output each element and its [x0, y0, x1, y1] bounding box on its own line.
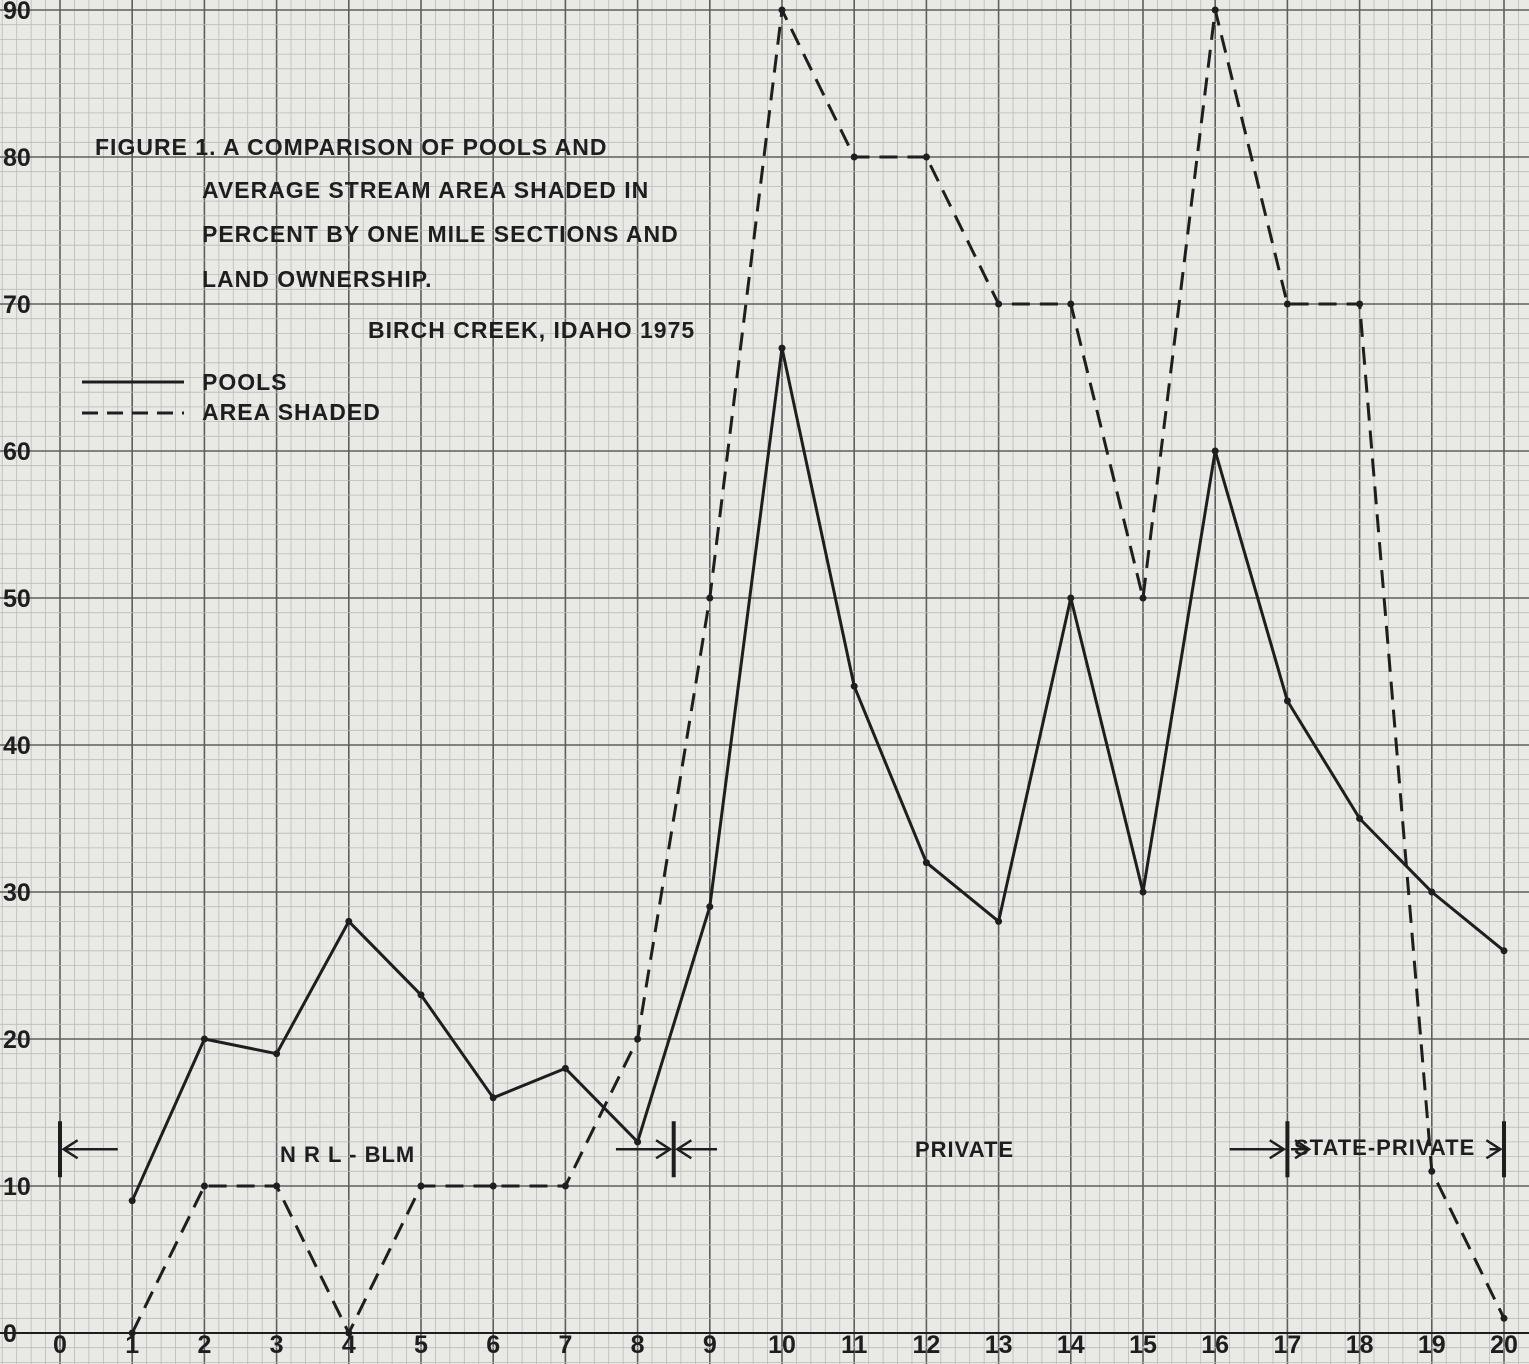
title-line-1: FIGURE 1. A COMPARISON OF POOLS AND — [95, 134, 608, 160]
x-tick-label: 20 — [1490, 1331, 1518, 1359]
x-tick-label: 11 — [841, 1331, 868, 1359]
zone-label-state-private: STATE-PRIVATE — [1294, 1135, 1475, 1160]
data-point-pools — [417, 991, 425, 999]
data-point-area-shaded — [995, 300, 1003, 308]
legend: POOLS AREA SHADED — [82, 369, 381, 425]
series-line-area-shaded — [130, 8, 1506, 1335]
zone-arrow-state-right-head — [1485, 1139, 1503, 1160]
x-tick-label: 14 — [1057, 1331, 1085, 1359]
data-point-pools — [1139, 888, 1147, 896]
x-tick-label: 17 — [1273, 1331, 1301, 1359]
data-point-pools — [1428, 888, 1436, 896]
data-point-area-shaded — [1500, 1314, 1508, 1322]
x-tick-label: 18 — [1346, 1331, 1374, 1359]
data-point-area-shaded — [1139, 594, 1147, 602]
y-tick-label: 0 — [3, 1320, 17, 1348]
legend-label-pools: POOLS — [202, 369, 288, 395]
zone-arrow-blm-left-head — [61, 1139, 79, 1160]
x-tick-label: 19 — [1418, 1331, 1446, 1359]
x-tick-label: 7 — [558, 1331, 572, 1359]
chart-subtitle: BIRCH CREEK, IDAHO 1975 — [368, 317, 695, 343]
y-tick-label: 20 — [3, 1026, 31, 1054]
x-tick-label: 8 — [631, 1331, 645, 1359]
data-point-area-shaded — [417, 1182, 425, 1190]
data-point-area-shaded — [850, 153, 858, 161]
data-point-area-shaded — [489, 1182, 497, 1190]
series-layer — [128, 6, 1508, 1337]
data-point-pools — [922, 859, 930, 867]
zone-arrow-blm-right-head — [655, 1139, 673, 1160]
data-point-pools — [273, 1050, 281, 1058]
data-point-pools — [1067, 594, 1075, 602]
data-point-area-shaded — [706, 594, 714, 602]
data-point-area-shaded — [634, 1035, 642, 1043]
data-point-pools — [778, 344, 786, 352]
data-point-pools — [706, 903, 714, 911]
series-line-pools — [130, 346, 1505, 1202]
data-point-pools — [1356, 815, 1364, 822]
legend-label-area-shaded: AREA SHADED — [202, 399, 381, 425]
data-point-pools — [995, 917, 1003, 925]
data-point-pools — [200, 1035, 208, 1043]
data-point-pools — [489, 1094, 497, 1102]
data-point-area-shaded — [1428, 1167, 1436, 1175]
data-point-pools — [128, 1197, 136, 1205]
x-tick-label: 16 — [1201, 1331, 1229, 1359]
data-point-area-shaded — [922, 153, 930, 161]
zone-label-nrl-blm: N R L - BLM — [280, 1142, 415, 1167]
x-tick-label: 15 — [1129, 1331, 1157, 1359]
data-point-area-shaded — [1283, 300, 1291, 308]
zone-arrow-private-right-head — [1269, 1139, 1287, 1160]
x-tick-label: 1 — [125, 1331, 139, 1359]
x-tick-label: 13 — [985, 1331, 1013, 1359]
x-tick-label: 5 — [414, 1331, 428, 1359]
chart-title: FIGURE 1. A COMPARISON OF POOLS AND AVER… — [95, 134, 695, 343]
ownership-dividers — [58, 1121, 1506, 1178]
ownership-labels: N R L - BLM PRIVATE STATE-PRIVATE — [280, 1135, 1475, 1167]
data-point-area-shaded — [1067, 300, 1075, 308]
x-tick-label: 4 — [342, 1331, 356, 1359]
zone-arrow-state-left-head — [1294, 1139, 1312, 1160]
y-tick-label: 30 — [3, 879, 31, 907]
data-point-pools — [345, 917, 353, 925]
title-line-2: AVERAGE STREAM AREA SHADED IN — [202, 177, 649, 203]
y-tick-label: 70 — [3, 291, 31, 319]
x-tick-label: 2 — [197, 1331, 211, 1359]
data-point-area-shaded — [273, 1182, 281, 1190]
x-tick-label: 9 — [703, 1331, 717, 1359]
y-tick-label: 60 — [3, 438, 31, 466]
data-point-pools — [1211, 447, 1219, 455]
data-point-area-shaded — [345, 1329, 353, 1337]
data-point-pools — [1500, 947, 1508, 955]
y-tick-label: 50 — [3, 585, 31, 613]
y-tick-label: 90 — [3, 0, 31, 25]
data-point-area-shaded — [778, 6, 786, 14]
data-point-area-shaded — [1211, 6, 1219, 14]
x-tick-label: 6 — [486, 1331, 500, 1359]
zone-label-private: PRIVATE — [915, 1137, 1014, 1162]
zone-arrow-private-left-head — [674, 1139, 692, 1160]
x-tick-label: 3 — [270, 1331, 284, 1359]
data-point-area-shaded — [128, 1329, 136, 1337]
title-line-4: LAND OWNERSHIP. — [202, 266, 433, 292]
y-tick-label: 80 — [3, 144, 31, 172]
x-tick-label: 0 — [53, 1331, 67, 1359]
y-tick-label: 40 — [3, 732, 31, 760]
data-point-pools — [1283, 697, 1291, 705]
data-point-area-shaded — [200, 1182, 208, 1190]
y-tick-label: 10 — [3, 1173, 31, 1201]
data-point-pools — [561, 1064, 569, 1072]
data-point-area-shaded — [561, 1182, 569, 1190]
data-point-pools — [634, 1138, 642, 1146]
x-tick-label: 10 — [768, 1331, 796, 1359]
data-point-pools — [850, 682, 858, 690]
data-point-area-shaded — [1356, 300, 1364, 308]
x-tick-label: 12 — [912, 1331, 940, 1359]
title-line-3: PERCENT BY ONE MILE SECTIONS AND — [202, 221, 679, 247]
